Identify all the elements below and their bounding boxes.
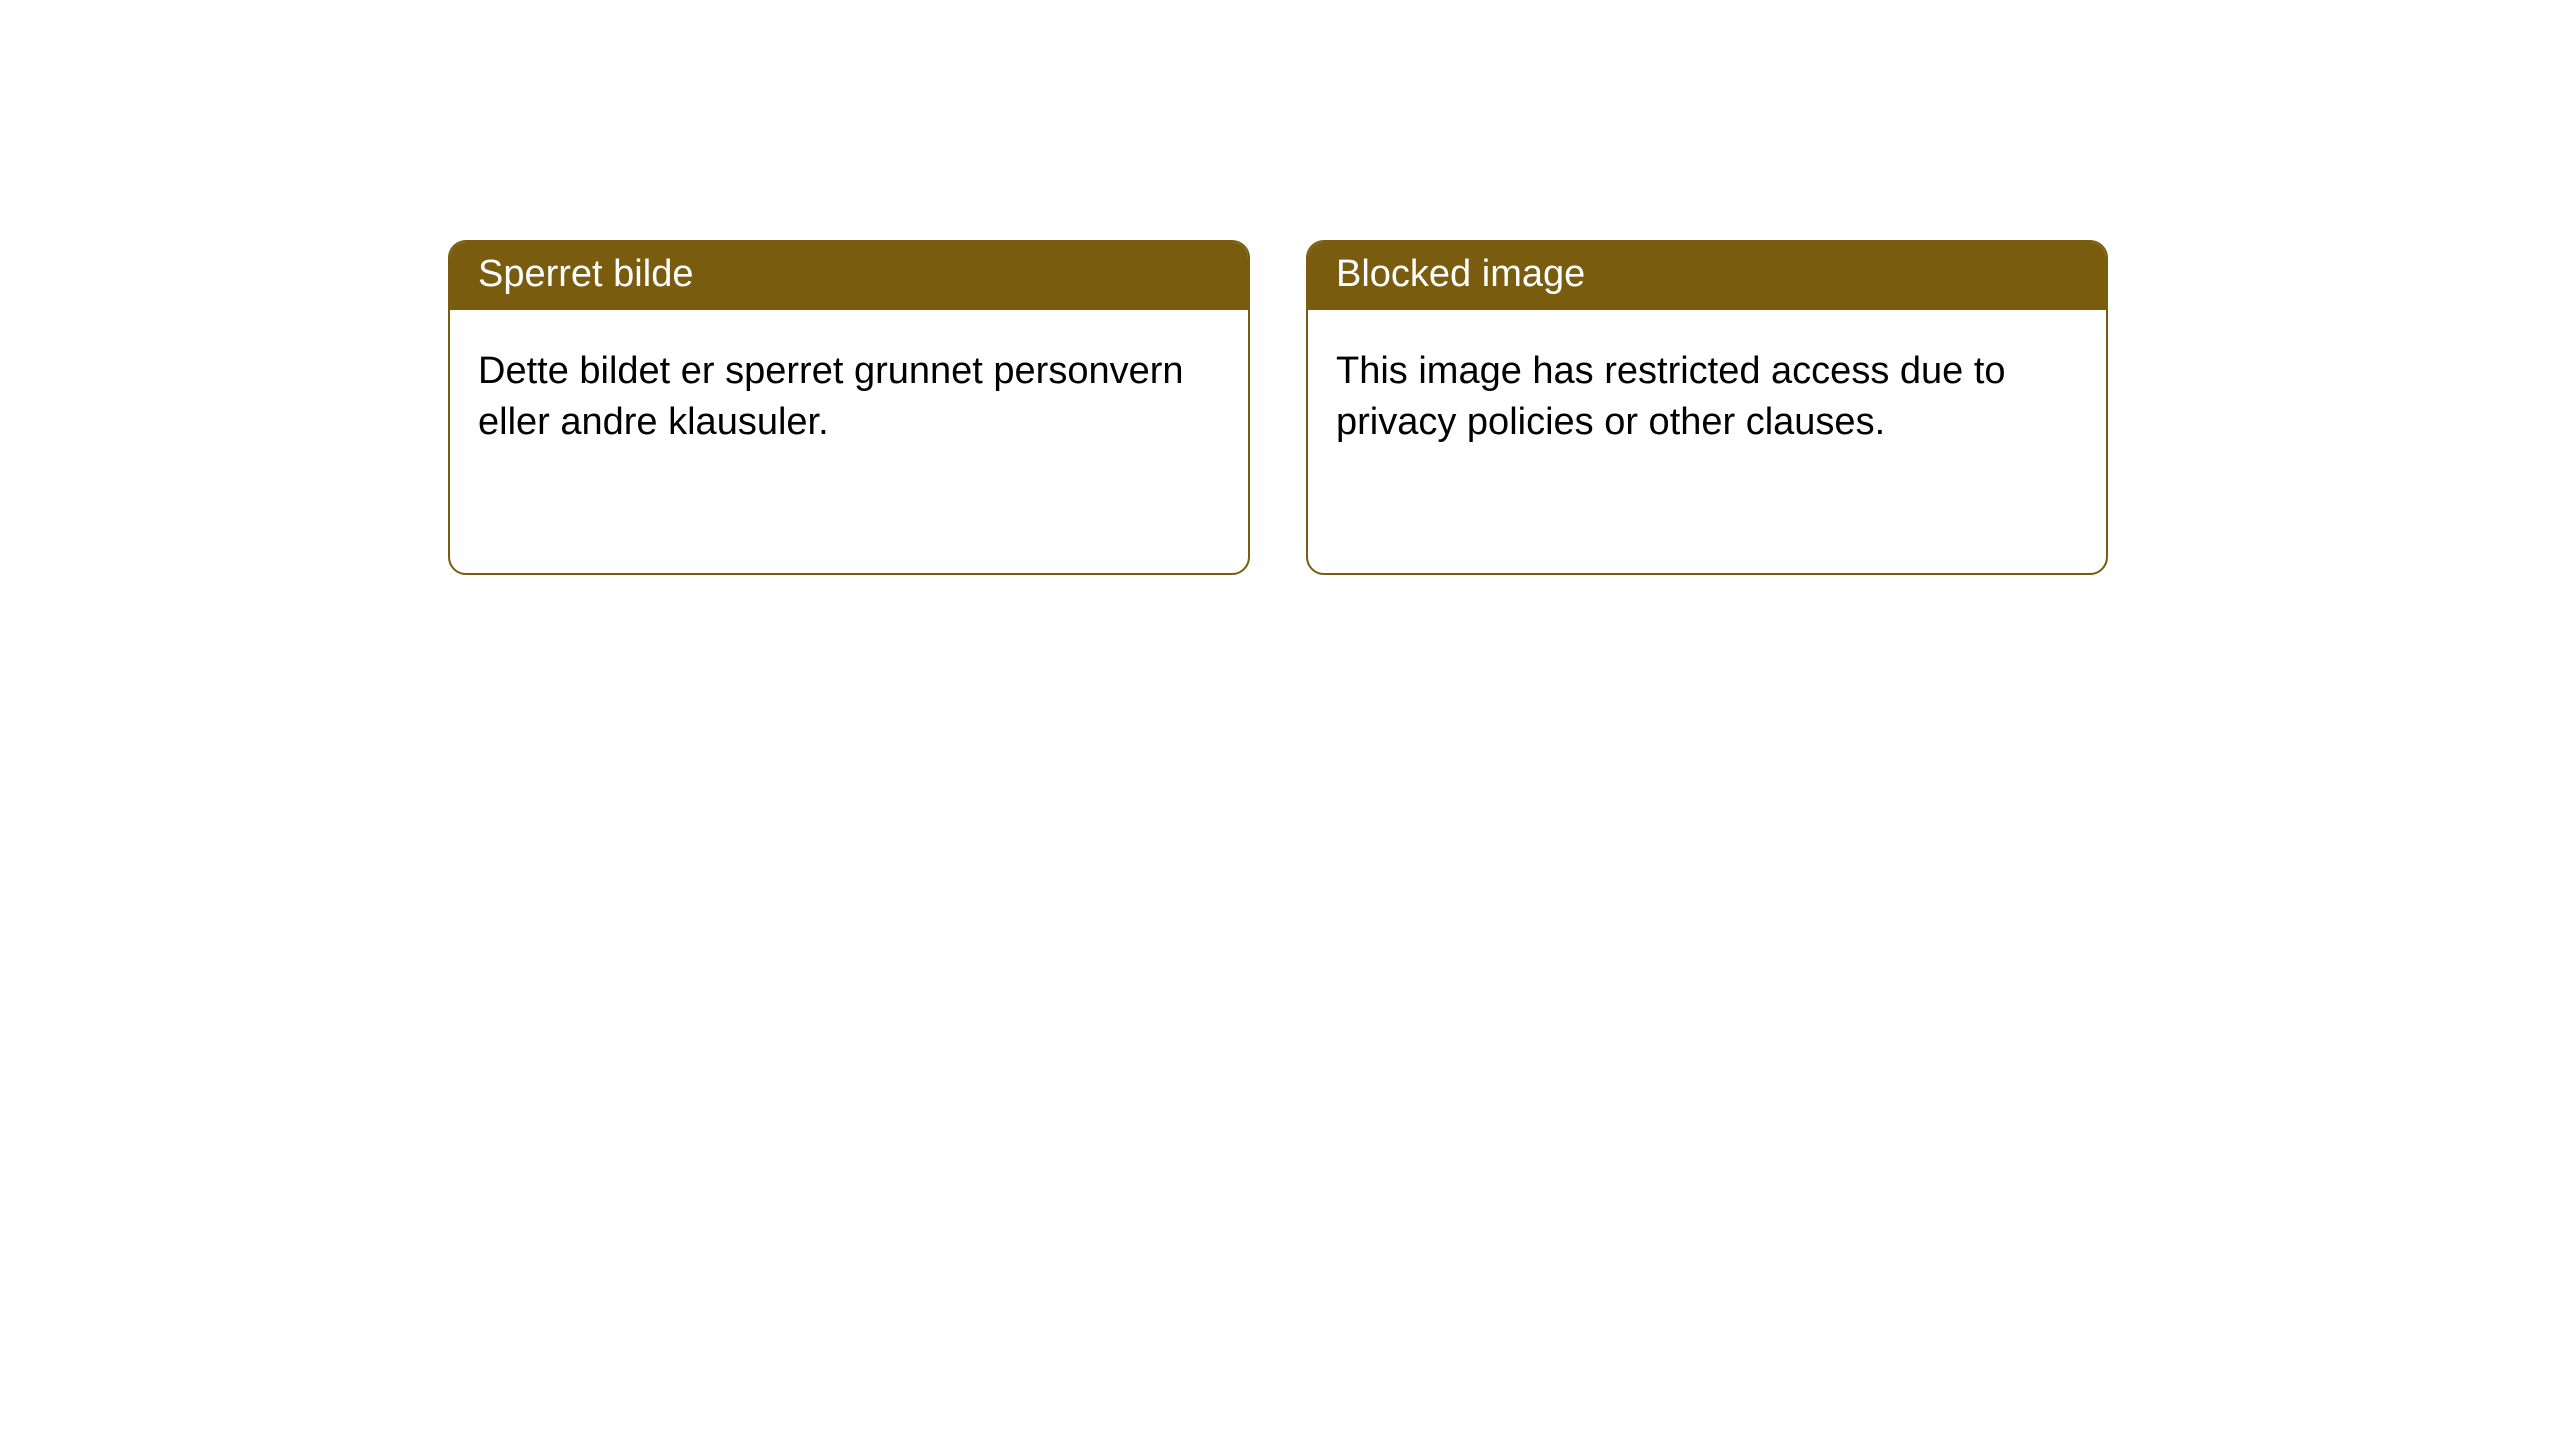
card-text: Dette bildet er sperret grunnet personve…: [478, 350, 1184, 443]
notice-card-english: Blocked image This image has restricted …: [1306, 240, 2108, 575]
card-header: Sperret bilde: [450, 242, 1248, 310]
card-header: Blocked image: [1308, 242, 2106, 310]
card-title: Sperret bilde: [478, 253, 693, 295]
card-title: Blocked image: [1336, 253, 1585, 295]
card-text: This image has restricted access due to …: [1336, 350, 2006, 443]
notice-card-norwegian: Sperret bilde Dette bildet er sperret gr…: [448, 240, 1250, 575]
notice-container: Sperret bilde Dette bildet er sperret gr…: [0, 0, 2560, 575]
card-body: This image has restricted access due to …: [1308, 310, 2106, 485]
card-body: Dette bildet er sperret grunnet personve…: [450, 310, 1248, 485]
